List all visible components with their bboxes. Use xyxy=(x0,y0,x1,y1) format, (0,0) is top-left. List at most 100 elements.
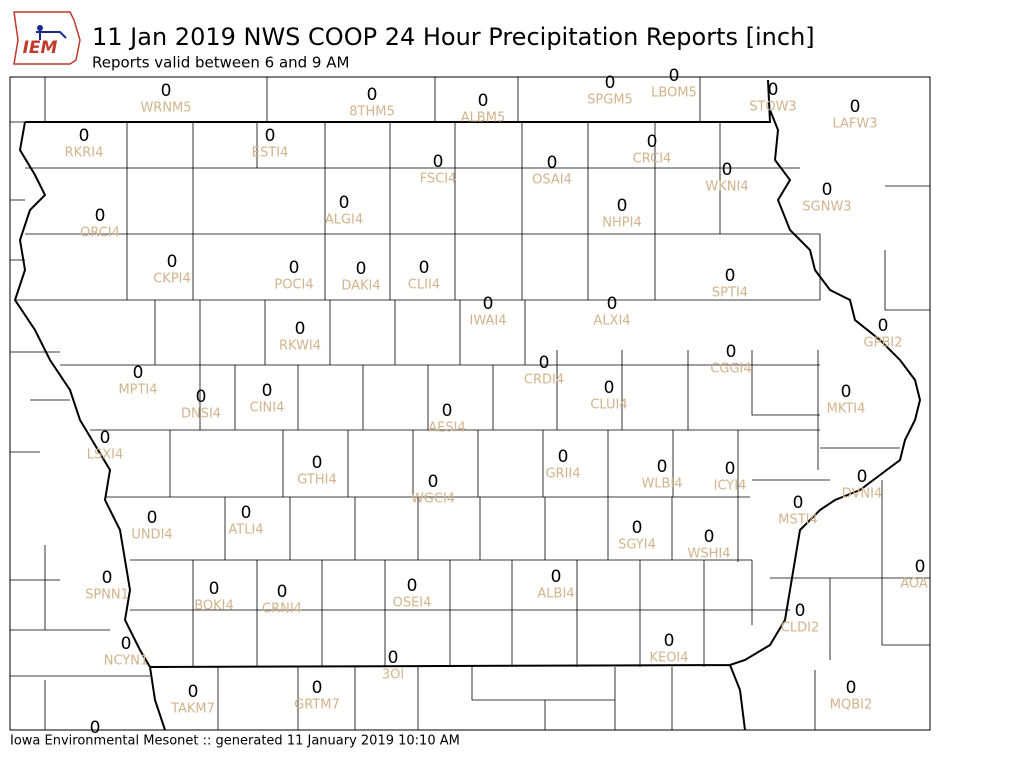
station-id: CINI4 xyxy=(250,401,285,416)
station-id: UNDI4 xyxy=(131,528,172,543)
station-id: MKTI4 xyxy=(827,402,866,417)
station-value: 0 xyxy=(339,193,350,213)
station-id: MQBI2 xyxy=(830,698,872,713)
station-value: 0 xyxy=(312,453,323,473)
station-value: 0 xyxy=(265,126,276,146)
station-id: SGNW3 xyxy=(802,200,851,215)
station-value: 0 xyxy=(857,467,868,487)
station-id: DVNI4 xyxy=(842,487,883,502)
station-id: RKWI4 xyxy=(279,339,321,354)
station-id: CLUI4 xyxy=(590,398,627,413)
station-value: 0 xyxy=(121,634,132,654)
station-id: KEOI4 xyxy=(649,651,688,666)
station-id: ALXI4 xyxy=(593,314,630,329)
station-id: ATLI4 xyxy=(228,523,263,538)
station-value: 0 xyxy=(295,319,306,339)
station-id: LSXI4 xyxy=(87,448,124,463)
station-value: 0 xyxy=(725,459,736,479)
station-id: 3OI xyxy=(382,668,404,683)
station-value: 0 xyxy=(604,378,615,398)
station-id: SPGM5 xyxy=(587,93,633,108)
station-id: AESI4 xyxy=(428,421,465,436)
station-value: 0 xyxy=(367,85,378,105)
logo: IEM xyxy=(13,11,81,65)
station-value: 0 xyxy=(878,316,889,336)
station-id: DNSI4 xyxy=(181,407,221,422)
station-value: 0 xyxy=(241,503,252,523)
station-value: 0 xyxy=(428,472,439,492)
station-id: SPTI4 xyxy=(712,286,748,301)
logo-text: IEM xyxy=(23,38,58,58)
station-value: 0 xyxy=(617,196,628,216)
station-id: 8THM5 xyxy=(349,105,394,120)
station-id: WRNM5 xyxy=(140,101,191,116)
station-id: WLBI4 xyxy=(641,477,682,492)
station-id: FSCI4 xyxy=(420,172,457,187)
station-value: 0 xyxy=(442,401,453,421)
station-id: CLII4 xyxy=(408,278,440,293)
station-id: NCYN1 xyxy=(104,654,149,669)
station-value: 0 xyxy=(95,206,106,226)
station-value: 0 xyxy=(90,718,101,738)
station-id: MSTI4 xyxy=(778,513,818,528)
station-value: 0 xyxy=(725,266,736,286)
station-value: 0 xyxy=(312,678,323,698)
station-value: 0 xyxy=(539,353,550,373)
station-id: STOW3 xyxy=(749,100,797,115)
station-value: 0 xyxy=(483,294,494,314)
station-value: 0 xyxy=(551,567,562,587)
station-value: 0 xyxy=(196,387,207,407)
station-id: ESTI4 xyxy=(252,146,289,161)
station-id: RKRI4 xyxy=(65,146,104,161)
station-value: 0 xyxy=(147,508,158,528)
station-value: 0 xyxy=(547,153,558,173)
station-id: LAFW3 xyxy=(832,117,877,132)
map-lines xyxy=(9,76,931,731)
station-id: MPTI4 xyxy=(118,383,157,398)
station-value: 0 xyxy=(669,66,680,86)
station-value: 0 xyxy=(433,152,444,172)
station-value: 0 xyxy=(647,132,658,152)
station-value: 0 xyxy=(356,259,367,279)
station-id: CRCI4 xyxy=(633,152,672,167)
station-value: 0 xyxy=(277,582,288,602)
station-id: NHPI4 xyxy=(602,216,641,231)
station-value: 0 xyxy=(915,557,926,577)
station-id: BOKI4 xyxy=(194,599,234,614)
station-id: ALBM5 xyxy=(461,111,506,126)
station-id: CRNI4 xyxy=(262,602,302,617)
station-value: 0 xyxy=(657,457,668,477)
station-value: 0 xyxy=(419,258,430,278)
station-id: GPBI2 xyxy=(864,336,903,351)
station-value: 0 xyxy=(478,91,489,111)
station-value: 0 xyxy=(605,73,616,93)
station-value: 0 xyxy=(632,518,643,538)
station-value: 0 xyxy=(795,601,806,621)
station-value: 0 xyxy=(100,428,111,448)
station-value: 0 xyxy=(188,682,199,702)
station-id: WGCI4 xyxy=(411,492,455,507)
station-value: 0 xyxy=(841,382,852,402)
station-value: 0 xyxy=(607,294,618,314)
station-value: 0 xyxy=(102,568,113,588)
station-value: 0 xyxy=(167,252,178,272)
subtitle: Reports valid between 6 and 9 AM xyxy=(92,54,349,72)
station-id: CRDI4 xyxy=(524,373,564,388)
station-id: ICYI4 xyxy=(714,479,747,494)
station-id: CLDI2 xyxy=(781,621,819,636)
station-id: GRII4 xyxy=(545,467,580,482)
station-id: TAKM7 xyxy=(170,702,215,717)
station-id: ALGI4 xyxy=(325,213,363,228)
station-id: AOA xyxy=(900,577,928,592)
station-value: 0 xyxy=(768,80,779,100)
station-id: ORCI4 xyxy=(80,226,120,241)
station-id: CKPI4 xyxy=(153,272,191,287)
station-id: POCI4 xyxy=(274,278,313,293)
station-value: 0 xyxy=(262,381,273,401)
station-id: LBOM5 xyxy=(651,86,697,101)
station-id: SGYI4 xyxy=(618,538,656,553)
footer: Iowa Environmental Mesonet :: generated … xyxy=(10,734,460,749)
